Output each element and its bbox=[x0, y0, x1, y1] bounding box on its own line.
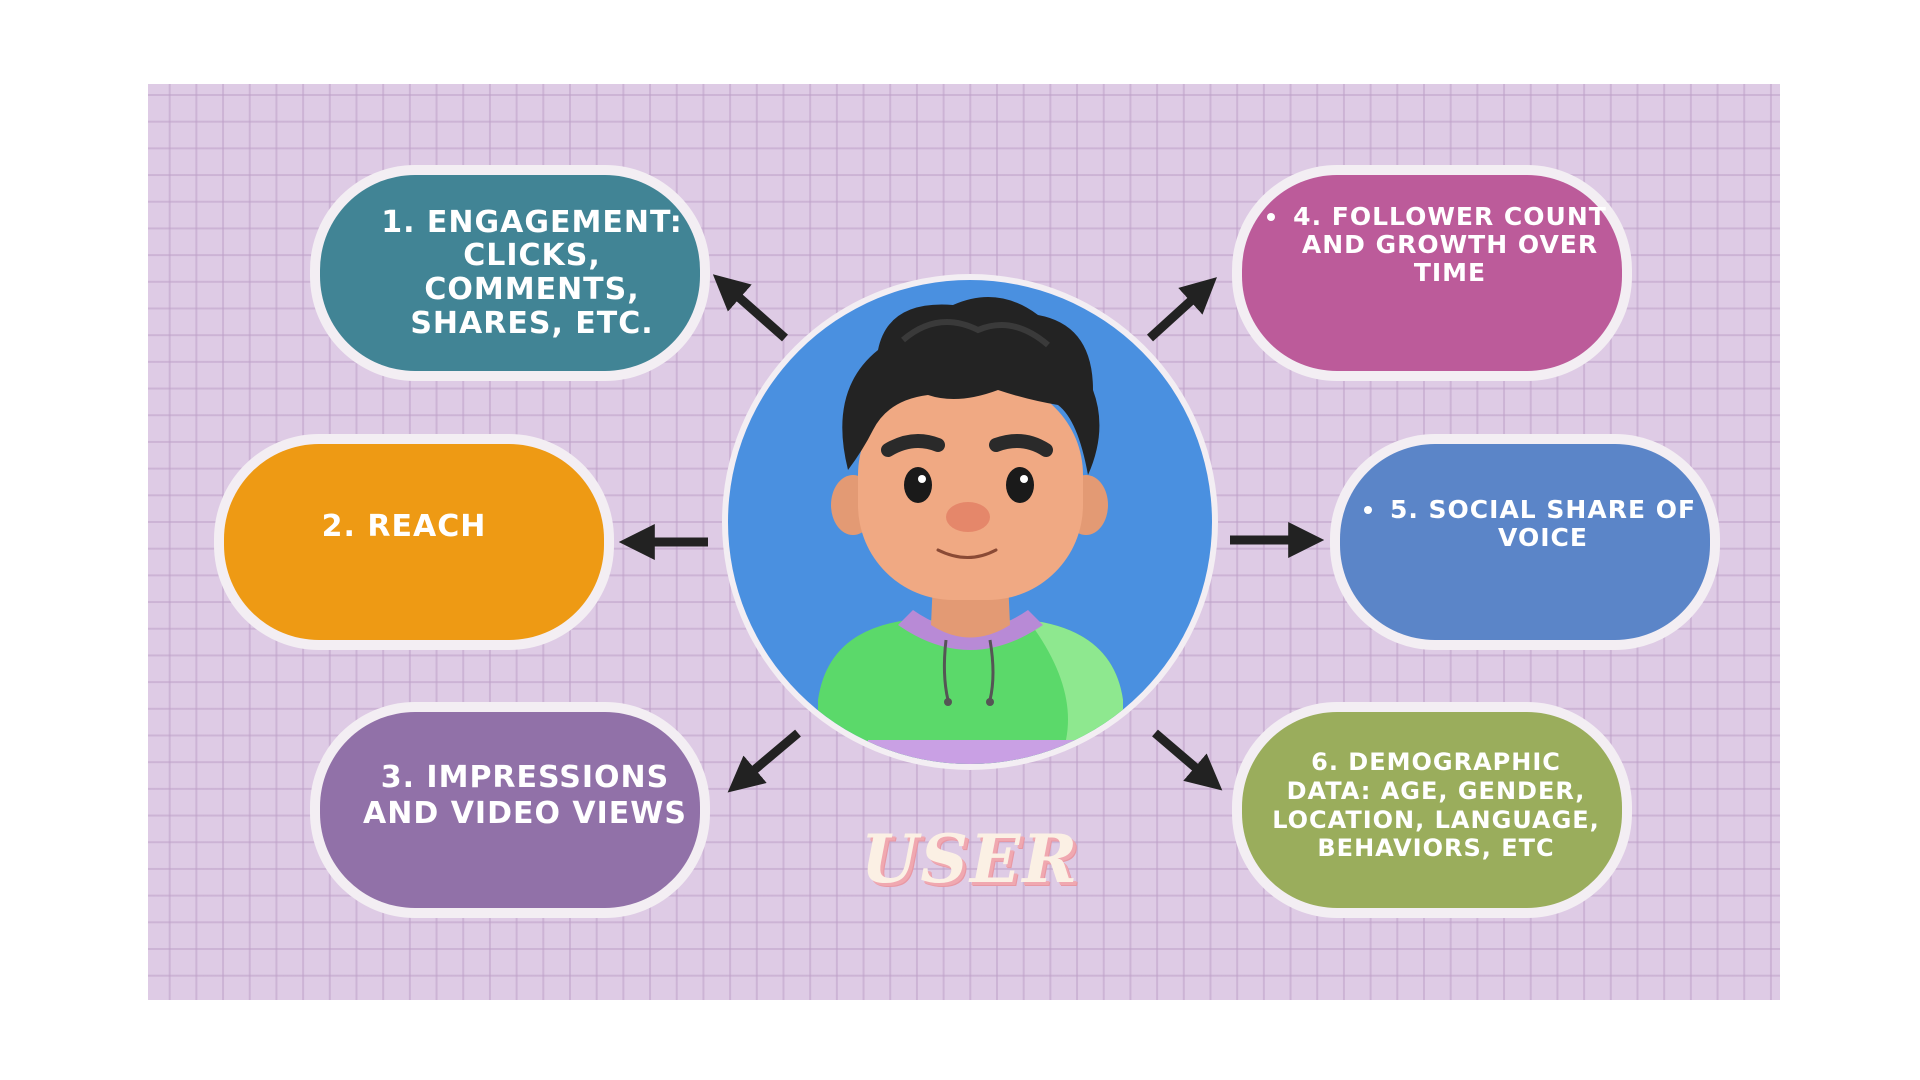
avatar bbox=[728, 280, 1212, 764]
follower-box-label: 4. FOLLOWER COUNT AND GROWTH OVER TIME bbox=[1293, 202, 1607, 287]
center-label: USER bbox=[860, 820, 1080, 898]
user-avatar-illustration bbox=[818, 297, 1123, 764]
demographic-box-fill: 6. DEMOGRAPHIC DATA: AGE, GENDER, LOCATI… bbox=[1242, 712, 1622, 908]
engagement-box-label: 1. ENGAGEMENT: CLICKS, COMMENTS, SHARES,… bbox=[381, 204, 683, 341]
impressions-box-fill: 3. IMPRESSIONS AND VIDEO VIEWS bbox=[320, 712, 700, 908]
social-share-box-content: 5. SOCIAL SHARE OF VOICE bbox=[1363, 495, 1697, 552]
engagement-box: 1. ENGAGEMENT: CLICKS, COMMENTS, SHARES,… bbox=[310, 165, 710, 381]
social-share-box-label: 5. SOCIAL SHARE OF VOICE bbox=[1389, 495, 1697, 552]
demographic-box: 6. DEMOGRAPHIC DATA: AGE, GENDER, LOCATI… bbox=[1232, 702, 1632, 918]
follower-box-fill: 4. FOLLOWER COUNT AND GROWTH OVER TIME bbox=[1242, 175, 1622, 371]
social-share-box-fill: 5. SOCIAL SHARE OF VOICE bbox=[1340, 444, 1710, 640]
impressions-box: 3. IMPRESSIONS AND VIDEO VIEWS bbox=[310, 702, 710, 918]
arrow-to-demographic bbox=[1152, 729, 1223, 791]
arrow-to-follower bbox=[1146, 277, 1217, 342]
reach-box-fill: 2. REACH bbox=[224, 444, 604, 640]
reach-box: 2. REACH bbox=[214, 434, 614, 650]
arrow-to-engagement bbox=[712, 274, 788, 342]
demographic-box-label: 6. DEMOGRAPHIC DATA: AGE, GENDER, LOCATI… bbox=[1272, 748, 1600, 863]
social-share-box: 5. SOCIAL SHARE OF VOICE bbox=[1330, 434, 1720, 650]
reach-box-label: 2. REACH bbox=[321, 509, 487, 544]
bullet-icon bbox=[1363, 506, 1372, 514]
impressions-box-label: 3. IMPRESSIONS AND VIDEO VIEWS bbox=[363, 760, 687, 831]
bullet-icon bbox=[1267, 213, 1276, 221]
arrow-to-impressions bbox=[727, 729, 801, 793]
follower-box: 4. FOLLOWER COUNT AND GROWTH OVER TIME bbox=[1232, 165, 1632, 381]
engagement-box-fill: 1. ENGAGEMENT: CLICKS, COMMENTS, SHARES,… bbox=[320, 175, 700, 371]
follower-box-content: 4. FOLLOWER COUNT AND GROWTH OVER TIME bbox=[1267, 203, 1607, 287]
